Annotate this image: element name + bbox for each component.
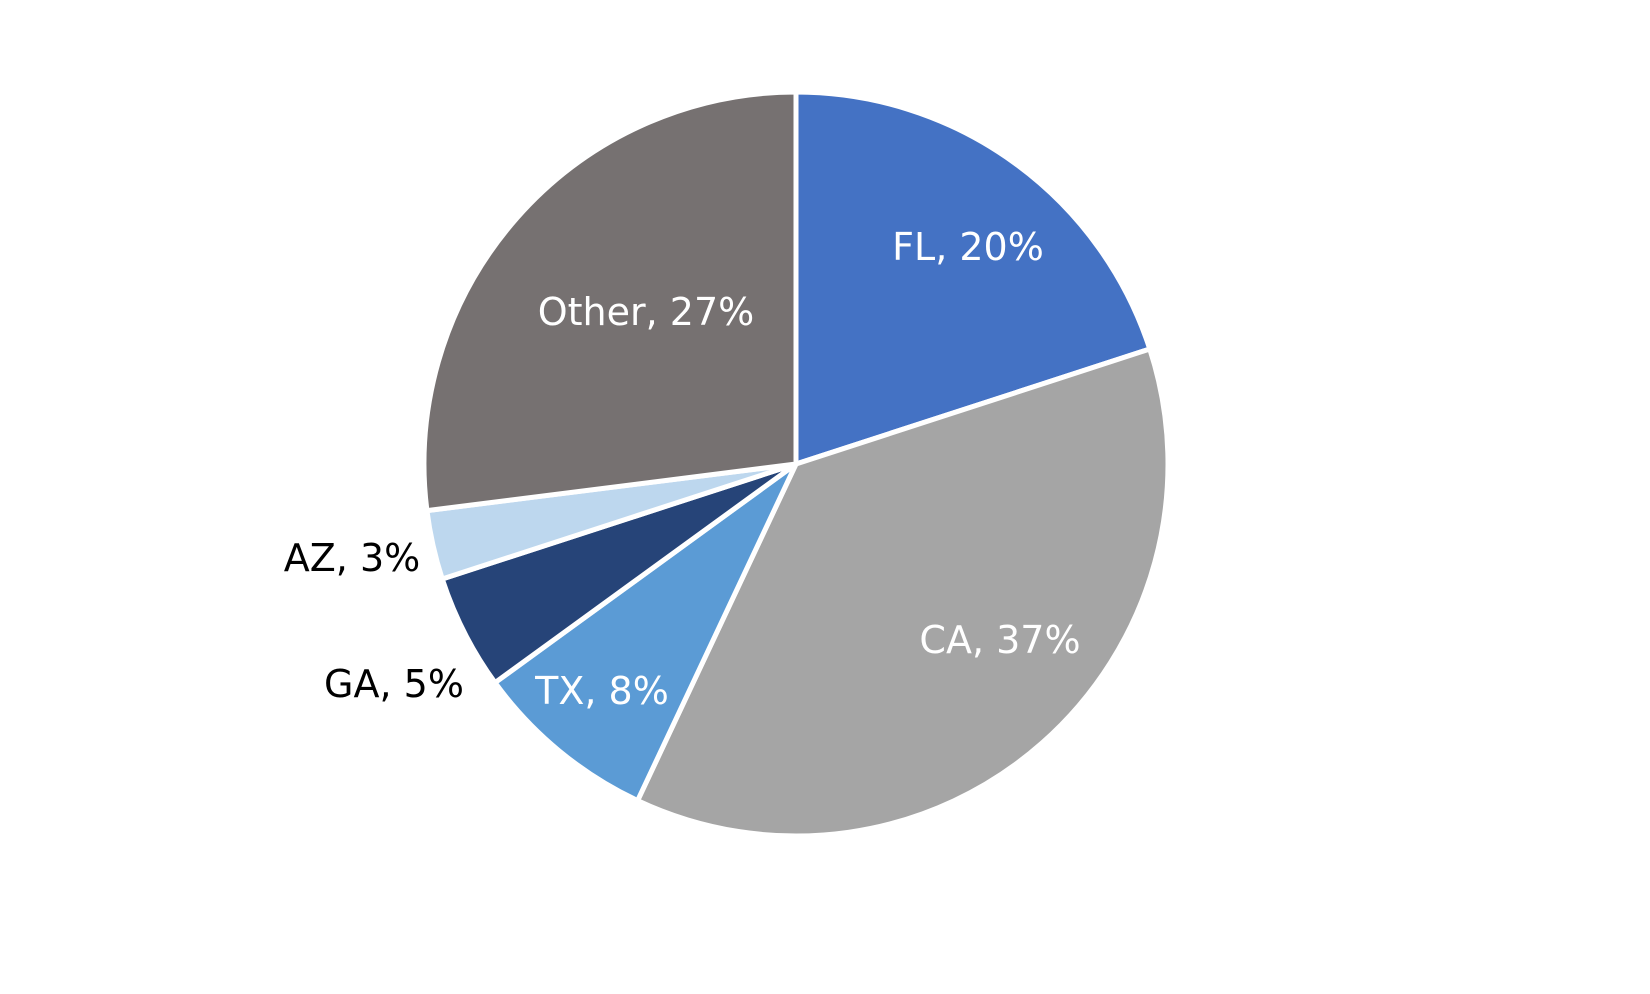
data-label-az: AZ, 3% xyxy=(283,536,421,580)
pie-slice-ca xyxy=(635,346,1171,839)
data-label-other: Other, 27% xyxy=(537,290,755,334)
data-label-tx: TX, 8% xyxy=(535,669,669,713)
data-label-ga: GA, 5% xyxy=(324,662,464,706)
pie-slice-other xyxy=(421,89,799,514)
pie-slice-tx xyxy=(492,461,799,804)
pie-slice-fl xyxy=(793,89,1153,467)
data-label-ca: CA, 37% xyxy=(919,618,1081,662)
data-label-fl: FL, 20% xyxy=(892,225,1044,269)
